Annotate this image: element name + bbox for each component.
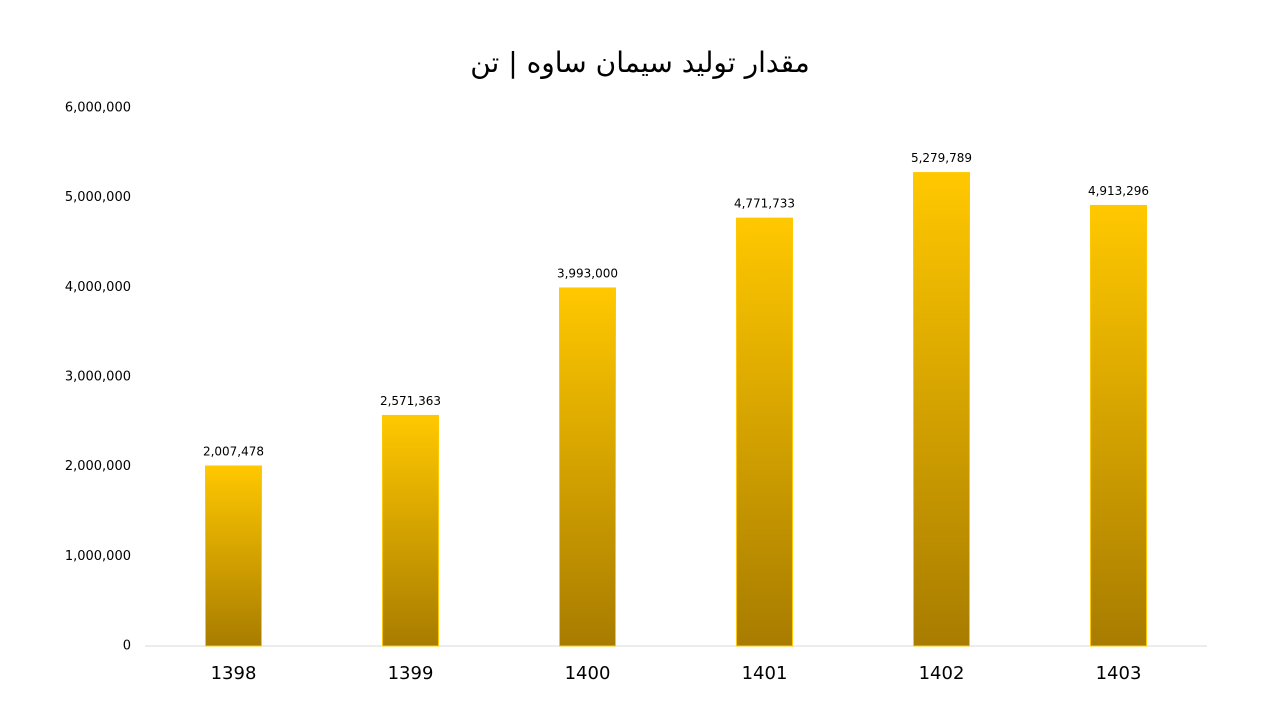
- bar: [913, 172, 970, 647]
- y-tick-label: 2,000,000: [65, 459, 131, 474]
- y-tick-label: 1,000,000: [65, 549, 131, 564]
- chart-title: مقدار تولید سیمان ساوه | تن: [470, 46, 810, 79]
- value-label: 4,771,733: [734, 197, 795, 211]
- bar: [559, 287, 616, 647]
- x-tick-label: 1403: [1096, 663, 1142, 684]
- value-label: 3,993,000: [557, 266, 618, 280]
- y-tick-label: 6,000,000: [65, 101, 131, 116]
- x-tick-label: 1399: [388, 663, 434, 684]
- x-tick-label: 1401: [742, 663, 788, 684]
- x-tick-label: 1400: [565, 663, 611, 684]
- bar: [736, 217, 793, 647]
- x-tick-label: 1398: [211, 663, 257, 684]
- x-tick-label: 1402: [919, 663, 965, 684]
- bar: [382, 414, 439, 647]
- y-tick-label: 4,000,000: [65, 280, 131, 295]
- value-label: 2,007,478: [203, 444, 264, 458]
- bar: [205, 465, 262, 647]
- y-tick-label: 0: [123, 639, 131, 654]
- y-tick-label: 3,000,000: [65, 370, 131, 385]
- y-tick-label: 5,000,000: [65, 190, 131, 205]
- bar: [1090, 204, 1147, 647]
- value-label: 2,571,363: [380, 394, 441, 408]
- value-label: 4,913,296: [1088, 184, 1149, 198]
- value-label: 5,279,789: [911, 151, 972, 165]
